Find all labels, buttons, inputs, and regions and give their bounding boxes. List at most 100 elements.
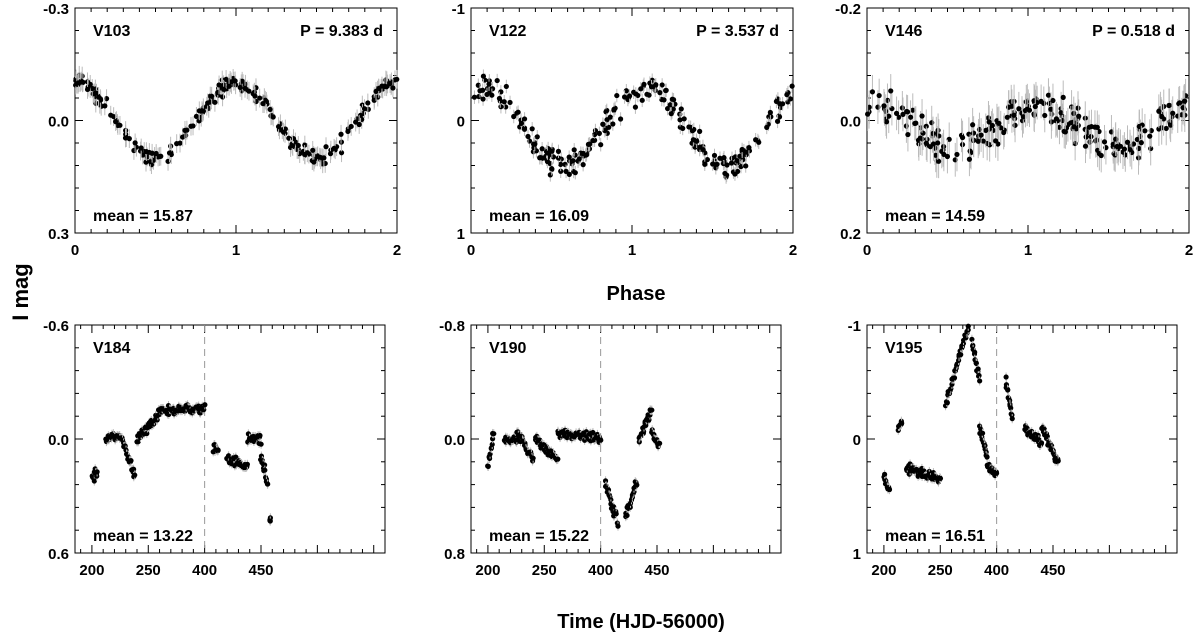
data-point: [525, 133, 531, 140]
data-point: [130, 466, 137, 472]
data-point: [972, 349, 978, 355]
data-point: [267, 518, 273, 524]
data-point: [239, 78, 245, 84]
data-point: [1114, 143, 1120, 150]
data-point: [1170, 110, 1176, 116]
data-point: [327, 151, 334, 157]
data-point: [993, 470, 1000, 476]
data-point: [338, 131, 344, 137]
data-point: [223, 76, 229, 83]
data-point: [503, 83, 509, 90]
data-point: [746, 145, 752, 151]
data-point: [128, 458, 134, 464]
x-tick-label: 450: [1040, 562, 1065, 579]
data-point: [301, 151, 308, 158]
x-tick-label: 400: [192, 562, 217, 579]
data-point: [1071, 124, 1077, 130]
data-point: [518, 120, 525, 126]
y-tick-label: -1: [452, 1, 465, 18]
data-point: [331, 145, 337, 151]
data-point: [638, 86, 644, 92]
data-point: [216, 82, 222, 88]
data-point: [1011, 112, 1017, 118]
x-tick-label: 200: [79, 562, 104, 579]
data-point: [323, 144, 329, 150]
data-point: [356, 121, 362, 128]
x-tick-label: 1: [1024, 242, 1032, 259]
data-point: [704, 156, 710, 163]
data-point: [984, 454, 990, 460]
data-point: [394, 76, 400, 82]
data-point: [668, 111, 674, 117]
mean-magnitude-label: mean = 16.09: [489, 208, 589, 225]
data-point: [251, 89, 257, 95]
x-tick-label: 250: [532, 562, 557, 579]
data-point: [549, 148, 555, 154]
data-point: [244, 461, 250, 467]
y-tick-label: 0.6: [48, 546, 69, 563]
data-point: [659, 96, 665, 103]
data-point: [91, 478, 97, 484]
data-point: [1060, 94, 1066, 100]
data-point: [780, 101, 786, 107]
data-point: [907, 114, 914, 120]
time-axis-label: Time (HJD-56000): [557, 611, 724, 633]
data-point: [537, 155, 543, 161]
data-point: [202, 402, 208, 408]
data-point: [896, 114, 902, 120]
data-point: [1045, 92, 1052, 98]
data-point: [973, 360, 979, 367]
data-point: [201, 407, 207, 413]
data-point: [310, 147, 316, 153]
data-point: [566, 154, 572, 160]
data-point: [649, 407, 655, 413]
data-point: [295, 142, 301, 149]
data-point: [486, 81, 492, 87]
data-point: [131, 147, 137, 154]
data-point: [311, 159, 317, 165]
data-point: [153, 150, 159, 157]
data-point: [1048, 106, 1054, 112]
data-point: [489, 441, 495, 448]
data-point: [1136, 123, 1143, 130]
data-point: [929, 120, 935, 126]
mean-magnitude-label: mean = 14.59: [885, 208, 985, 225]
y-tick-label: -0.2: [835, 1, 861, 18]
data-point: [787, 96, 793, 102]
data-point: [1004, 114, 1010, 120]
data-point: [489, 86, 496, 92]
data-point: [966, 131, 972, 137]
data-point: [122, 135, 129, 141]
x-tick-label: 200: [475, 562, 500, 579]
data-point: [1138, 140, 1144, 146]
x-tick-label: 400: [984, 562, 1009, 579]
data-point: [1098, 152, 1104, 159]
data-point: [1005, 387, 1011, 393]
data-point: [869, 89, 876, 95]
data-point: [480, 96, 486, 102]
data-point: [1168, 122, 1174, 128]
data-point: [149, 150, 155, 156]
x-tick-label: 400: [588, 562, 613, 579]
data-point: [115, 122, 121, 129]
data-point: [365, 100, 371, 106]
data-point: [1127, 147, 1133, 153]
data-point: [280, 129, 287, 135]
data-point: [562, 161, 568, 167]
data-point: [970, 122, 976, 128]
data-point: [572, 170, 578, 176]
panel-v184: 200 250 400 450 -0.6 0.0 0.6 V184 mean = 13.22: [43, 318, 386, 579]
data-point: [971, 130, 977, 136]
data-point: [899, 105, 905, 111]
data-point: [1008, 99, 1014, 105]
data-point: [267, 106, 273, 113]
data-point: [632, 104, 639, 110]
data-point: [580, 162, 586, 168]
x-tick-label: 2: [393, 242, 401, 259]
data-point: [1012, 122, 1018, 128]
data-point: [883, 119, 890, 125]
data-point: [1031, 98, 1037, 104]
y-tick-label: 0.0: [48, 432, 69, 449]
data-point: [899, 420, 905, 426]
